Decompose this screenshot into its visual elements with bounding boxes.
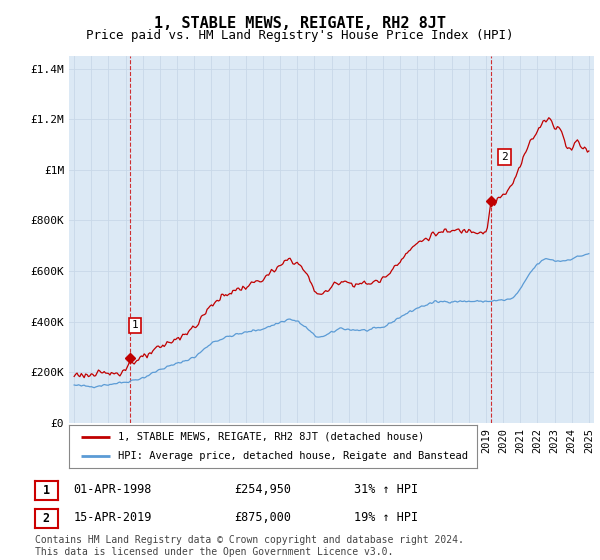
Text: 1: 1 (43, 484, 50, 497)
Text: 31% ↑ HPI: 31% ↑ HPI (354, 483, 418, 496)
Text: £875,000: £875,000 (234, 511, 291, 524)
Text: 19% ↑ HPI: 19% ↑ HPI (354, 511, 418, 524)
Text: Price paid vs. HM Land Registry's House Price Index (HPI): Price paid vs. HM Land Registry's House … (86, 29, 514, 42)
Text: 1: 1 (131, 320, 139, 330)
Text: 2: 2 (501, 152, 508, 162)
Text: HPI: Average price, detached house, Reigate and Banstead: HPI: Average price, detached house, Reig… (118, 451, 468, 461)
Text: £254,950: £254,950 (234, 483, 291, 496)
Text: Contains HM Land Registry data © Crown copyright and database right 2024.
This d: Contains HM Land Registry data © Crown c… (35, 535, 464, 557)
Text: 2: 2 (43, 512, 50, 525)
Text: 15-APR-2019: 15-APR-2019 (73, 511, 152, 524)
Text: 1, STABLE MEWS, REIGATE, RH2 8JT: 1, STABLE MEWS, REIGATE, RH2 8JT (154, 16, 446, 31)
Text: 1, STABLE MEWS, REIGATE, RH2 8JT (detached house): 1, STABLE MEWS, REIGATE, RH2 8JT (detach… (118, 432, 424, 441)
Text: 01-APR-1998: 01-APR-1998 (73, 483, 152, 496)
